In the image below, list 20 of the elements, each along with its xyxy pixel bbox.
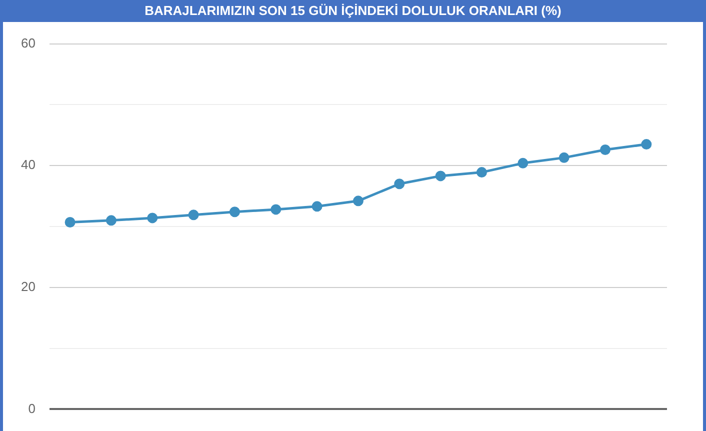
point (270, 204, 282, 215)
point (312, 201, 322, 212)
y-tick-label: 0 (28, 400, 36, 416)
y-tick-label: 60 (20, 35, 36, 50)
point (106, 215, 116, 226)
point (352, 196, 364, 206)
chart-title: BARAJLARIMIZIN SON 15 GÜN İÇİNDEKİ DOLULUK ORANLARI (%) (3, 0, 703, 22)
y-tick-label: 40 (20, 157, 36, 172)
point (229, 206, 240, 218)
point (64, 216, 76, 228)
point (518, 158, 528, 168)
y-tick-label: 20 (20, 278, 36, 294)
point (476, 167, 487, 178)
point (188, 210, 199, 220)
point (641, 139, 652, 150)
point (558, 152, 570, 163)
point (600, 144, 610, 156)
point (435, 170, 446, 182)
point (147, 212, 158, 224)
point (394, 178, 405, 190)
